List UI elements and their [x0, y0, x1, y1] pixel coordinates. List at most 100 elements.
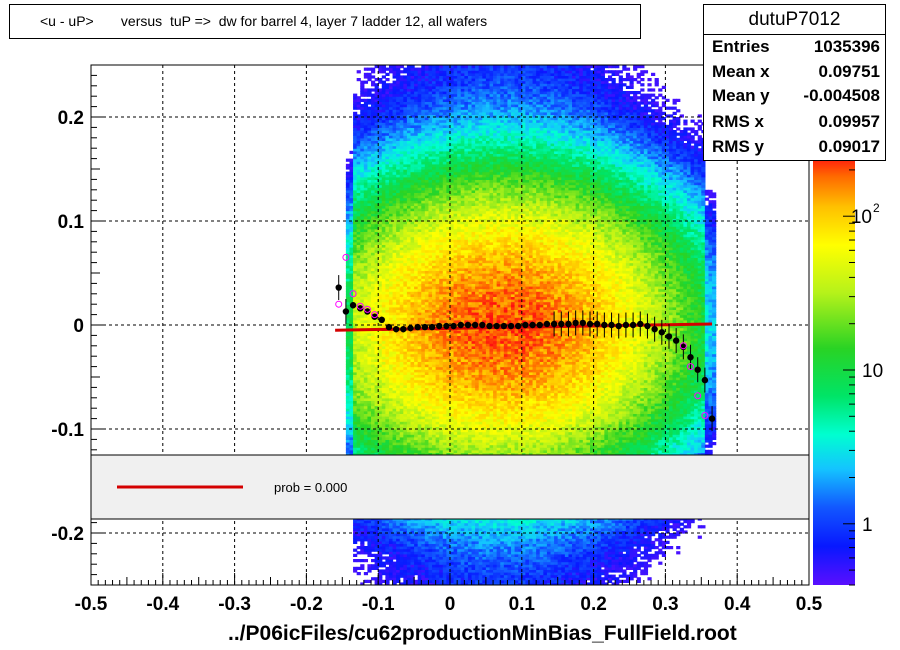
heatmap-cell	[378, 301, 383, 305]
heatmap-cell	[399, 104, 404, 108]
heatmap-cell	[345, 426, 351, 430]
heatmap-cell	[385, 322, 390, 326]
heatmap-cell	[388, 70, 394, 74]
heatmap-cell	[403, 374, 408, 378]
heatmap-cell	[349, 423, 354, 427]
heatmap-cell	[388, 527, 394, 531]
heatmap-cell	[385, 548, 390, 552]
heatmap-cell	[403, 260, 408, 264]
heatmap-cell	[399, 130, 404, 134]
heatmap-cell	[385, 374, 390, 378]
heatmap-cell	[363, 67, 369, 71]
heatmap-cell	[363, 137, 369, 141]
heatmap-cell	[381, 122, 386, 126]
heatmap-cell	[385, 390, 390, 394]
heatmap-cell	[396, 156, 401, 160]
heatmap-cell	[367, 78, 372, 82]
heatmap-cell	[360, 275, 365, 279]
heatmap-cell	[353, 395, 358, 399]
heatmap-cell	[353, 548, 358, 552]
heatmap-cell	[403, 267, 408, 271]
heatmap-cell	[374, 145, 379, 149]
heatmap-cell	[396, 254, 401, 258]
heatmap-cell	[378, 286, 383, 290]
heatmap-cell	[392, 137, 397, 141]
heatmap-cell	[392, 111, 397, 115]
heatmap-cell	[396, 335, 401, 339]
heatmap-cell	[396, 101, 401, 105]
heatmap-cell	[381, 535, 386, 539]
heatmap-cell	[396, 184, 401, 188]
heatmap-cell	[385, 520, 390, 524]
heatmap-cell	[356, 546, 361, 550]
heatmap-cell	[406, 410, 412, 414]
heatmap-cell	[353, 140, 358, 144]
heatmap-cell	[353, 192, 358, 196]
heatmap-cell	[388, 239, 394, 243]
heatmap-cell	[406, 377, 412, 381]
heatmap-cell	[388, 559, 394, 563]
heatmap-cell	[399, 564, 404, 568]
heatmap-cell	[385, 319, 390, 323]
heatmap-cell	[406, 278, 412, 282]
heatmap-cells	[345, 65, 717, 585]
heatmap-cell	[378, 231, 383, 235]
heatmap-cell	[367, 273, 372, 277]
heatmap-cell	[396, 145, 401, 149]
heatmap-cell	[378, 418, 383, 422]
heatmap-cell	[396, 410, 401, 414]
heatmap-cell	[396, 309, 401, 313]
heatmap-cell	[378, 166, 383, 170]
heatmap-cell	[356, 559, 361, 563]
heatmap-cell	[392, 85, 397, 89]
heatmap-cell	[403, 540, 408, 544]
heatmap-cell	[385, 296, 390, 300]
heatmap-cell	[399, 520, 404, 524]
heatmap-cell	[396, 135, 401, 139]
heatmap-cell	[356, 265, 361, 269]
heatmap-cell	[406, 405, 412, 409]
heatmap-cell	[385, 267, 390, 271]
heatmap-cell	[360, 98, 365, 102]
heatmap-cell	[363, 400, 369, 404]
heatmap-cell	[349, 150, 354, 154]
heatmap-cell	[349, 353, 354, 357]
heatmap-cell	[345, 205, 351, 209]
heatmap-cell	[385, 572, 390, 576]
heatmap-cell	[403, 449, 408, 453]
heatmap-cell	[378, 345, 383, 349]
heatmap-cell	[360, 395, 365, 399]
heatmap-cell	[353, 317, 358, 321]
heatmap-cell	[356, 434, 361, 438]
heatmap-cell	[345, 179, 351, 183]
heatmap-cell	[388, 416, 394, 420]
heatmap-cell	[406, 226, 412, 230]
heatmap-cell	[353, 130, 358, 134]
heatmap-cell	[399, 247, 404, 251]
heatmap-cell	[367, 449, 372, 453]
heatmap-cell	[360, 109, 365, 113]
heatmap-cell	[360, 564, 365, 568]
heatmap-cell	[356, 132, 361, 136]
heatmap-cell	[374, 319, 379, 323]
heatmap-cell	[371, 163, 376, 167]
heatmap-cell	[403, 543, 408, 547]
heatmap-cell	[345, 444, 351, 448]
heatmap-cell	[371, 135, 376, 139]
heatmap-cell	[378, 296, 383, 300]
heatmap-cell	[381, 561, 386, 565]
heatmap-cell	[392, 374, 397, 378]
heatmap-cell	[345, 244, 351, 248]
heatmap-cell	[381, 273, 386, 277]
heatmap-cell	[396, 426, 401, 430]
heatmap-cell	[360, 267, 365, 271]
heatmap-cell	[403, 312, 408, 316]
heatmap-cell	[356, 364, 361, 368]
heatmap-cell	[349, 332, 354, 336]
heatmap-cell	[388, 436, 394, 440]
heatmap-cell	[388, 546, 394, 550]
heatmap-cell	[381, 330, 386, 334]
heatmap-cell	[360, 332, 365, 336]
heatmap-cell	[349, 270, 354, 274]
heatmap-cell	[403, 548, 408, 552]
